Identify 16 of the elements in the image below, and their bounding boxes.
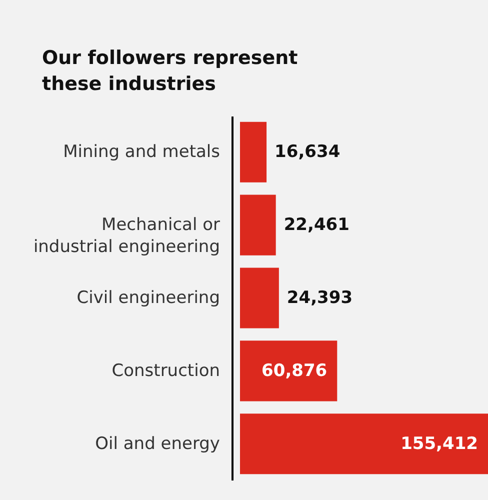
bar <box>240 414 488 474</box>
data-label: 22,461 <box>284 215 350 236</box>
bar <box>240 194 276 256</box>
data-label: 16,634 <box>274 142 340 162</box>
y-tick-label: Mechanical or industrial engineering <box>33 215 220 258</box>
bar <box>240 268 279 328</box>
data-label: 155,412 <box>400 434 478 454</box>
y-tick-label: Civil engineering <box>76 288 220 308</box>
data-label: 24,393 <box>286 288 353 308</box>
chart-title: Our followers represent these industries <box>42 47 298 95</box>
data-label: 60,876 <box>262 360 328 381</box>
y-tick-label: Oil and energy <box>95 434 220 454</box>
y-tick-label: Mining and metals <box>63 142 220 162</box>
y-tick-label: Construction <box>112 360 220 381</box>
bar <box>240 122 267 182</box>
bar <box>240 340 338 402</box>
